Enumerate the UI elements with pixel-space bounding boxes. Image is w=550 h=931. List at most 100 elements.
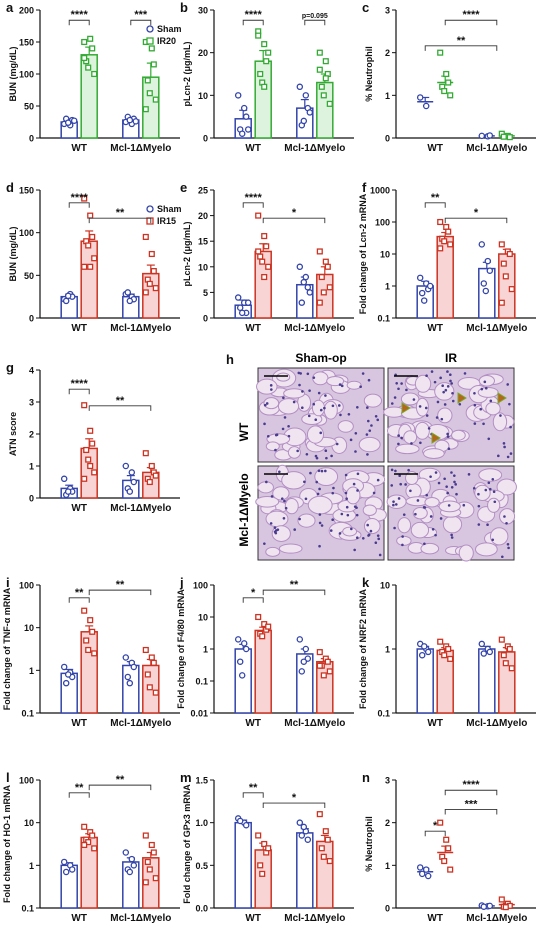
y-tick-label: 1	[385, 282, 390, 292]
y-tick-label: 10	[24, 818, 34, 828]
point	[265, 263, 272, 270]
bar-sham-1	[296, 832, 314, 909]
point	[326, 284, 333, 291]
y-tick-label: 15	[198, 237, 208, 247]
point	[416, 274, 424, 282]
point	[502, 904, 509, 911]
significance-bracket	[68, 388, 90, 395]
point	[500, 652, 507, 659]
point	[498, 241, 505, 248]
point	[255, 832, 262, 839]
panel-letter-b: b	[180, 0, 188, 15]
x-tick-label: WT	[71, 503, 87, 514]
point	[87, 617, 94, 624]
point	[316, 66, 323, 73]
x-tick-label: WT	[427, 718, 443, 729]
y-axis-label: Fold change of TNF-α mRNA	[2, 587, 12, 710]
point	[437, 638, 444, 645]
point	[422, 102, 430, 110]
significance-label: *	[474, 207, 479, 219]
chart-panel-i: i 0.1 1 10 100 Fold change of TNF-α mRNA WT Mcl…	[2, 575, 180, 729]
point	[83, 637, 90, 644]
point	[81, 195, 88, 202]
y-tick-label: 10	[198, 91, 208, 101]
y-tick-label: 0.0	[195, 904, 208, 914]
histology-row-mcl1: Mcl-1ΔMyelo	[237, 473, 251, 546]
bar-sham-0	[234, 648, 252, 714]
y-tick-label: 0	[29, 494, 34, 504]
point	[316, 649, 323, 656]
significance-label: **	[431, 192, 440, 204]
chart-panel-k: k 0.1 1 10 Fold change of NRF2 mRNA WT Mcl-1ΔM…	[358, 575, 536, 729]
point	[83, 446, 90, 454]
y-tick-label: 0.5	[195, 861, 208, 871]
point	[130, 478, 138, 486]
bar-sham-1	[478, 648, 496, 714]
significance-bracket	[242, 792, 264, 798]
significance-bracket	[262, 589, 326, 596]
point	[152, 689, 159, 696]
bar-sham-0	[60, 672, 78, 714]
point	[322, 75, 329, 82]
point	[259, 633, 266, 640]
y-tick-label: 0	[29, 314, 34, 324]
point	[255, 613, 262, 621]
y-tick-label: 100	[193, 581, 208, 591]
significance-label: ****	[245, 9, 263, 21]
point	[238, 130, 246, 137]
histology-header-sham: Sham-op	[295, 351, 346, 365]
y-tick-label: 100	[19, 581, 34, 591]
significance-label: ***	[465, 798, 479, 810]
point	[326, 100, 333, 107]
significance-bracket	[68, 202, 90, 208]
chart-panel-d: d 0 50 100 150 BUN (mg/dL) WT Mcl-1ΔMyelo Sham IR…	[6, 180, 182, 334]
point	[265, 623, 272, 630]
point	[236, 817, 244, 825]
point	[478, 132, 486, 140]
x-tick-label: WT	[245, 323, 261, 334]
point	[152, 472, 159, 479]
point	[480, 903, 488, 910]
y-tick-label: 50	[24, 102, 34, 112]
point	[238, 309, 246, 317]
point	[418, 289, 426, 297]
y-tick-label: 0	[385, 134, 390, 144]
y-tick-label: 0	[203, 314, 208, 324]
point	[300, 823, 308, 831]
point	[148, 462, 155, 470]
point	[437, 245, 444, 252]
point	[445, 845, 452, 852]
x-tick-label: Mcl-1ΔMyelo	[284, 323, 345, 334]
point	[81, 38, 88, 46]
point	[320, 92, 327, 99]
significance-label: ****	[71, 9, 89, 21]
point	[146, 866, 153, 873]
y-tick-label: 3	[29, 398, 34, 408]
y-axis-label: Fold change of Lcn-2 mRNA	[358, 193, 368, 314]
y-tick-label: 30	[198, 6, 208, 16]
point	[304, 836, 312, 843]
significance-label: *	[251, 587, 256, 599]
point	[152, 96, 159, 103]
panel-letter-e: e	[180, 180, 187, 195]
y-tick-label: 50	[24, 271, 34, 281]
legend-label: Sham	[157, 204, 182, 214]
point	[62, 868, 70, 876]
panel-letter-k: k	[362, 575, 370, 590]
point	[302, 273, 310, 281]
arrow-marker	[457, 392, 467, 404]
point	[150, 268, 157, 275]
point	[60, 663, 68, 671]
point	[87, 462, 94, 470]
x-tick-label: Mcl-1ΔMyelo	[466, 718, 527, 729]
point	[441, 652, 448, 659]
panel-letter-c: c	[362, 0, 369, 15]
point	[316, 662, 323, 669]
point	[124, 289, 132, 296]
x-tick-label: Mcl-1ΔMyelo	[284, 143, 345, 154]
y-tick-label: 0.1	[377, 314, 390, 324]
y-tick-label: 100	[19, 776, 34, 786]
point	[234, 92, 242, 99]
